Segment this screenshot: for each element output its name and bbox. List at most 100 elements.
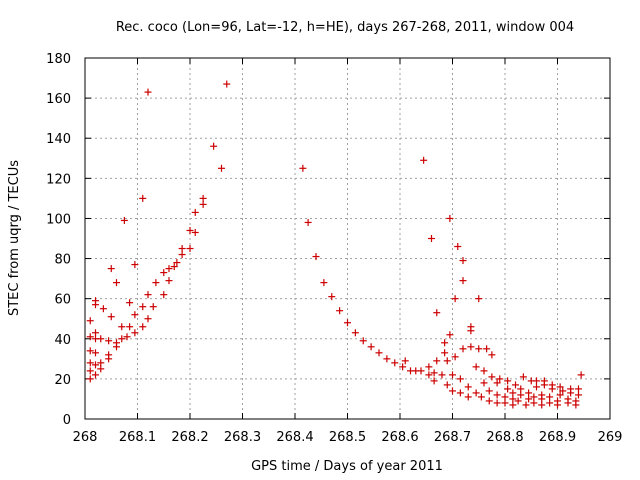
- data-point: [459, 345, 467, 353]
- data-point: [223, 80, 231, 88]
- data-point: [118, 323, 126, 331]
- data-point: [438, 371, 446, 379]
- data-point: [514, 397, 522, 405]
- data-point: [92, 329, 99, 337]
- data-point: [449, 371, 456, 379]
- data-point: [92, 371, 99, 379]
- data-point: [113, 279, 120, 287]
- data-point: [97, 335, 105, 343]
- data-point: [475, 295, 483, 303]
- data-point: [359, 337, 367, 345]
- data-point: [548, 381, 556, 389]
- data-point: [425, 363, 433, 371]
- data-point: [86, 347, 94, 355]
- data-point: [210, 142, 218, 150]
- data-point: [105, 351, 113, 359]
- data-point: [86, 333, 94, 341]
- data-point: [120, 216, 128, 224]
- data-point: [299, 164, 307, 172]
- x-tick-label: 268.1: [119, 430, 156, 445]
- data-point: [530, 399, 538, 407]
- data-point: [178, 251, 186, 259]
- data-point: [97, 365, 105, 373]
- data-point: [173, 259, 181, 267]
- data-point: [383, 355, 391, 363]
- data-point: [488, 351, 496, 359]
- data-point: [533, 383, 540, 391]
- x-tick-label: 268.7: [434, 430, 471, 445]
- data-point: [139, 323, 147, 331]
- data-point: [86, 317, 94, 325]
- data-point: [451, 353, 459, 361]
- data-point: [126, 299, 134, 307]
- data-point: [320, 279, 328, 287]
- data-point: [493, 379, 501, 387]
- y-tick-label: 180: [46, 52, 71, 67]
- data-point: [97, 359, 105, 367]
- data-point: [567, 385, 575, 393]
- x-tick-label: 268: [73, 430, 98, 445]
- data-point: [454, 243, 462, 251]
- chart-title: Rec. coco (Lon=96, Lat=-12, h=HE), days …: [116, 20, 574, 35]
- y-tick-label: 20: [54, 373, 71, 388]
- data-point: [336, 307, 344, 315]
- data-point: [488, 373, 496, 381]
- data-point: [472, 389, 480, 397]
- data-point: [107, 313, 115, 321]
- data-point: [538, 391, 546, 399]
- x-tick-label: 268.4: [276, 430, 313, 445]
- data-point: [522, 401, 530, 409]
- data-point: [477, 393, 485, 401]
- data-point: [517, 385, 525, 393]
- data-point: [519, 373, 527, 381]
- data-point: [131, 311, 139, 319]
- y-tick-label: 120: [46, 172, 71, 187]
- data-point: [449, 387, 456, 395]
- ticks-layer: 268 268.1 268.2 268.3 268.4 268.5 268.6 268.7 26…: [46, 52, 622, 445]
- data-point: [420, 156, 428, 164]
- data-point: [441, 339, 449, 347]
- data-point: [92, 297, 99, 305]
- data-point: [441, 349, 449, 357]
- x-tick-label: 268.2: [171, 430, 208, 445]
- data-point: [178, 245, 186, 253]
- data-point: [118, 335, 126, 343]
- data-point: [149, 303, 157, 311]
- data-point: [572, 397, 580, 405]
- data-point: [144, 291, 152, 299]
- data-point: [493, 399, 501, 407]
- data-point: [152, 279, 160, 287]
- data-point: [509, 395, 517, 403]
- data-point: [554, 397, 561, 405]
- data-point: [186, 226, 194, 234]
- data-point: [131, 261, 139, 269]
- data-point: [575, 391, 582, 399]
- data-point: [425, 371, 433, 379]
- data-point: [475, 345, 483, 353]
- data-point: [538, 401, 546, 409]
- data-point: [485, 387, 493, 395]
- data-point: [92, 349, 99, 357]
- data-point: [443, 381, 451, 389]
- points-layer: [86, 80, 585, 409]
- data-point: [451, 295, 459, 303]
- x-tick-label: 268.9: [539, 430, 576, 445]
- data-point: [501, 399, 509, 407]
- data-point: [312, 253, 320, 261]
- data-point: [86, 367, 94, 375]
- data-point: [546, 393, 554, 401]
- data-point: [191, 208, 199, 216]
- y-tick-label: 160: [46, 92, 71, 107]
- data-point: [391, 359, 399, 367]
- data-point: [546, 399, 554, 407]
- data-point: [517, 391, 525, 399]
- y-tick-label: 0: [63, 413, 71, 428]
- data-point: [456, 375, 464, 383]
- data-point: [472, 363, 480, 371]
- y-axis-label: STEC from uqrg / TECUs: [7, 160, 22, 316]
- data-point: [480, 379, 488, 387]
- data-point: [467, 323, 475, 331]
- data-point: [512, 381, 519, 389]
- data-point: [375, 349, 383, 357]
